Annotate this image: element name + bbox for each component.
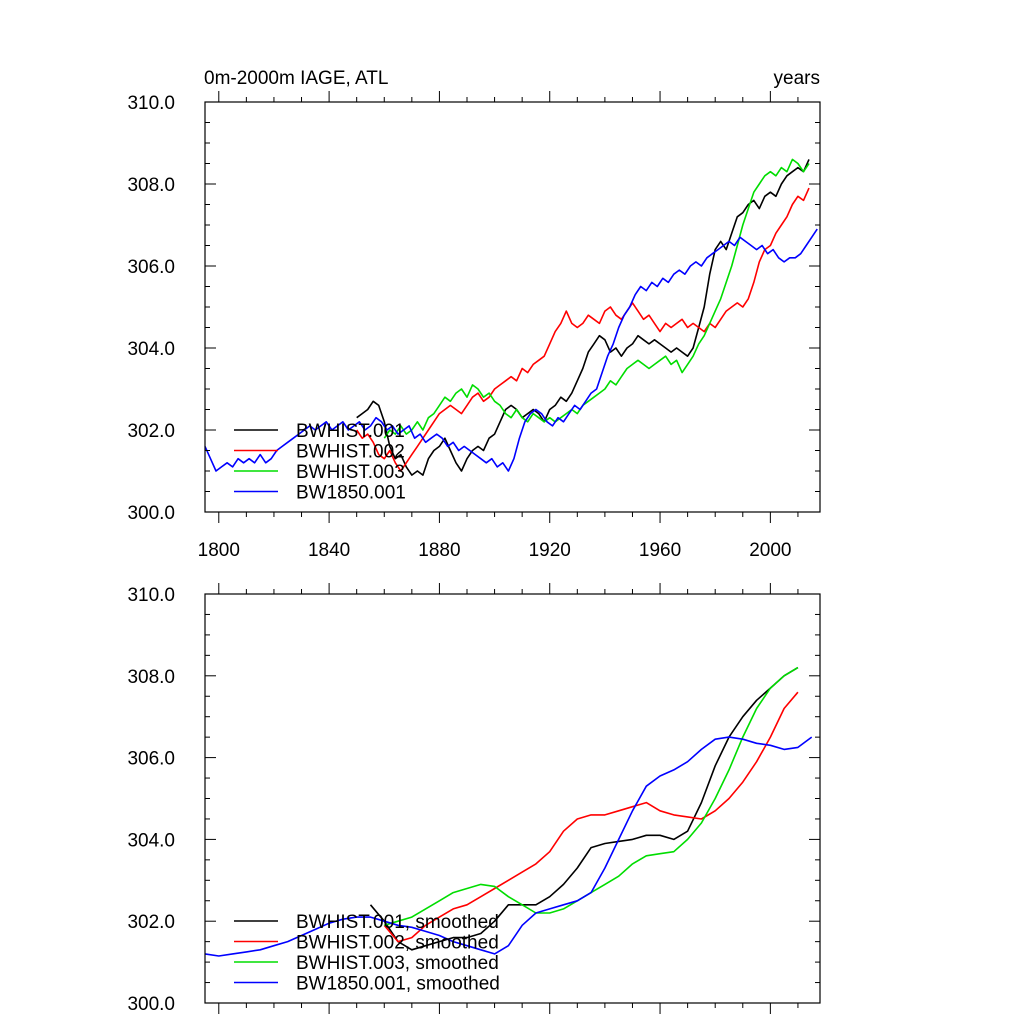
y-tick-label: 302.0: [127, 912, 175, 933]
bottom-panel-series: [204, 666, 813, 957]
series-line-top-2: [383, 158, 810, 439]
top-panel-title: 0m-2000m IAGE, ATL: [204, 68, 388, 89]
top-panel-series: [204, 158, 818, 476]
y-tick-label: 306.0: [127, 257, 175, 278]
bottom-panel-ticks: [205, 583, 820, 1014]
bottom-panel-y-tick-labels: 300.0 302.0 304.0 306.0 308.0 310.0: [127, 585, 175, 1015]
y-tick-label: 310.0: [127, 93, 175, 114]
legend-label: BWHIST.003: [296, 462, 405, 483]
series-line-bottom-2: [384, 666, 799, 927]
top-panel-y-tick-labels: 300.0 302.0 304.0 306.0 308.0 310.0: [127, 93, 175, 524]
y-tick-label: 306.0: [127, 749, 175, 770]
x-tick-label: 1960: [639, 540, 681, 561]
y-tick-label: 300.0: [127, 503, 175, 524]
series-line-top-0: [356, 159, 810, 476]
legend-label: BWHIST.001: [296, 421, 405, 442]
series-line-bottom-0: [369, 666, 799, 951]
legend-label: BWHIST.001, smoothed: [296, 912, 499, 933]
top-panel-units: years: [774, 68, 820, 89]
x-tick-label: 1920: [529, 540, 571, 561]
legend-label: BWHIST.002: [296, 442, 405, 463]
x-tick-label: 2000: [749, 540, 791, 561]
series-line-top-3: [204, 228, 818, 472]
legend-label: BW1850.001, smoothed: [296, 974, 500, 995]
series-line-top-1: [356, 187, 810, 472]
legend-label: BWHIST.002, smoothed: [296, 933, 499, 954]
series-line-bottom-1: [383, 691, 799, 943]
y-tick-label: 310.0: [127, 585, 175, 606]
top-panel-ticks: [205, 91, 820, 523]
x-tick-label: 1840: [308, 540, 350, 561]
x-tick-label: 1800: [198, 540, 240, 561]
series-line-bottom-3: [204, 736, 813, 957]
top-panel-x-tick-labels: 1800 1840 1880 1920 1960 2000: [198, 540, 792, 561]
y-tick-label: 302.0: [127, 421, 175, 442]
y-tick-label: 300.0: [127, 994, 175, 1015]
x-tick-label: 1880: [418, 540, 460, 561]
y-tick-label: 308.0: [127, 175, 175, 196]
legend-label: BW1850.001: [296, 483, 406, 504]
bottom-panel: 300.0 302.0 304.0 306.0 308.0 310.0 BWHIST.00…: [127, 583, 821, 1015]
y-tick-label: 304.0: [127, 830, 175, 851]
y-tick-label: 308.0: [127, 667, 175, 688]
legend-label: BWHIST.003, smoothed: [296, 953, 499, 974]
top-panel: 0m-2000m IAGE, ATL years 300.0 302.0 304.0…: [127, 68, 821, 561]
y-tick-label: 304.0: [127, 339, 175, 360]
